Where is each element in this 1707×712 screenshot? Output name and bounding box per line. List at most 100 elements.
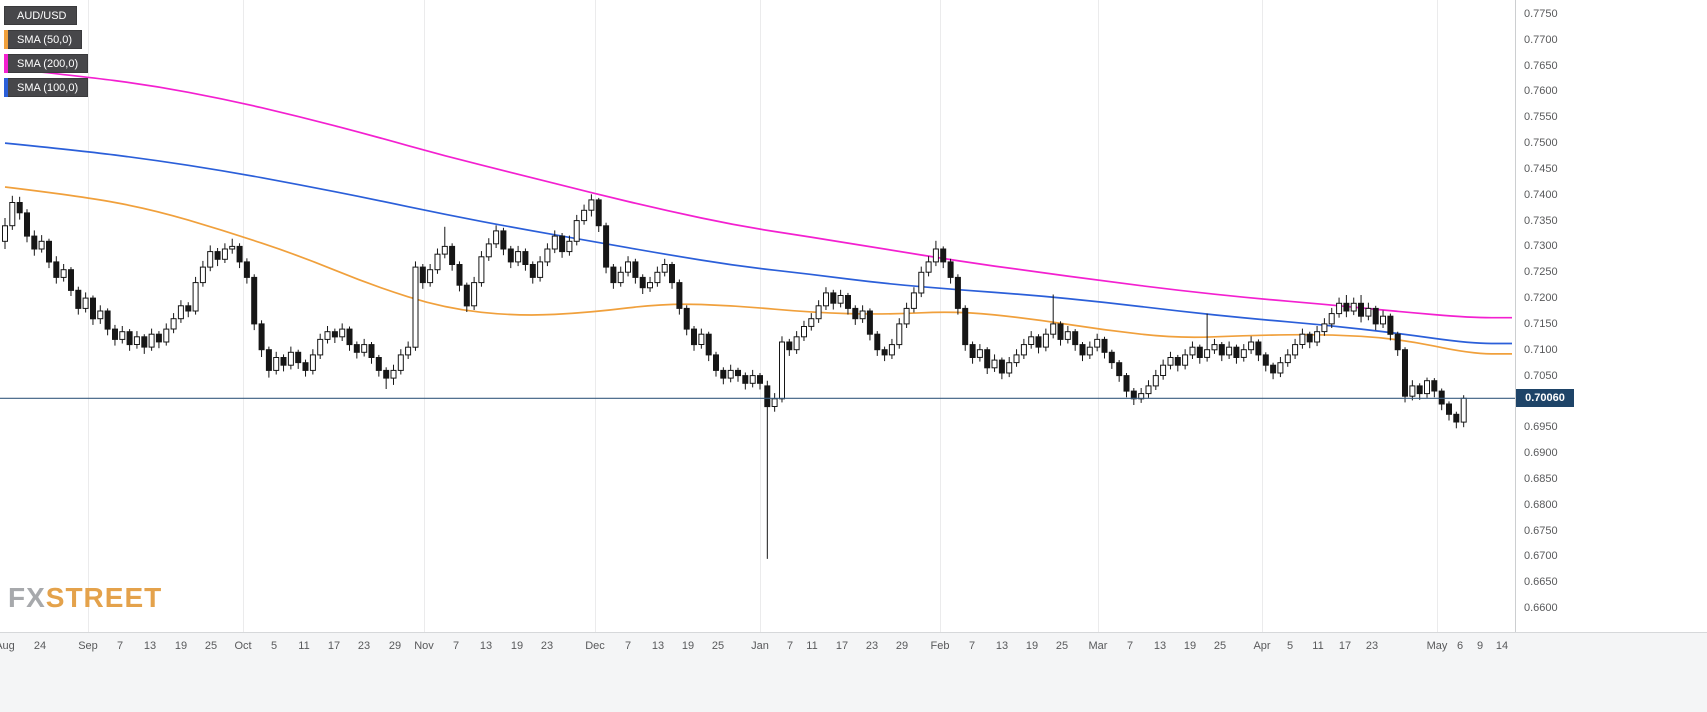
candle bbox=[1211, 338, 1218, 354]
candle bbox=[449, 243, 456, 271]
candle bbox=[823, 287, 829, 310]
time-label: 23 bbox=[1365, 640, 1379, 652]
candle bbox=[441, 226, 448, 259]
candle bbox=[1064, 326, 1071, 344]
candle bbox=[918, 266, 925, 298]
candle bbox=[1130, 388, 1137, 405]
candle bbox=[1431, 378, 1438, 398]
candle bbox=[1424, 377, 1430, 398]
candle bbox=[529, 261, 536, 284]
candle bbox=[647, 276, 653, 292]
candle bbox=[207, 245, 214, 272]
legend-sma50[interactable]: SMA (50,0) bbox=[4, 30, 83, 49]
candle bbox=[500, 227, 507, 256]
candle bbox=[280, 354, 287, 372]
current-price-badge: 0.70060 bbox=[1516, 389, 1574, 408]
time-label-month: May bbox=[1426, 640, 1448, 652]
candle bbox=[815, 300, 822, 323]
time-label: 17 bbox=[1338, 640, 1352, 652]
candle bbox=[573, 214, 580, 246]
candle bbox=[221, 243, 228, 263]
time-label: 7 bbox=[786, 640, 794, 652]
price-tick: 0.6700 bbox=[1524, 550, 1558, 563]
candle bbox=[1079, 342, 1086, 362]
legend: AUD/USD SMA (50,0) SMA (200,0) SMA (100,… bbox=[4, 6, 89, 97]
candle bbox=[1453, 411, 1460, 429]
price-tick: 0.6600 bbox=[1524, 602, 1558, 614]
time-label: 13 bbox=[651, 640, 665, 652]
candle bbox=[1306, 331, 1313, 349]
time-label-month: Aug bbox=[0, 640, 15, 652]
candle bbox=[779, 336, 785, 403]
candle bbox=[859, 305, 866, 323]
candle bbox=[324, 326, 331, 344]
candle bbox=[551, 230, 558, 254]
candle bbox=[317, 333, 324, 359]
candle bbox=[493, 225, 500, 248]
time-label-month: Mar bbox=[1088, 640, 1108, 652]
time-label: 6 bbox=[1456, 640, 1464, 652]
candle bbox=[1255, 339, 1262, 362]
time-label: 19 bbox=[1183, 640, 1197, 652]
candle bbox=[1394, 331, 1401, 356]
candle bbox=[910, 287, 917, 313]
candle bbox=[515, 245, 522, 267]
sma50-label: SMA (50,0) bbox=[17, 33, 73, 46]
legend-sma200[interactable]: SMA (200,0) bbox=[4, 54, 89, 73]
candle bbox=[1035, 334, 1042, 354]
candle bbox=[133, 331, 140, 349]
candle bbox=[53, 256, 60, 284]
sma100-label: SMA (100,0) bbox=[17, 81, 79, 94]
sma200-color-swatch bbox=[4, 54, 8, 73]
time-axis[interactable]: Aug 24 Sep 7 13 19 25 Oct 5 11 17 23 29 Nov 7 13 19 23 Dec… bbox=[0, 632, 1707, 712]
candle bbox=[1152, 369, 1159, 390]
sma-200-line bbox=[4, 67, 1512, 319]
candle bbox=[1138, 388, 1145, 403]
candle bbox=[1145, 380, 1152, 398]
candle bbox=[104, 308, 111, 336]
candle bbox=[691, 326, 697, 351]
candle bbox=[1160, 359, 1167, 380]
time-label-month: Feb bbox=[930, 640, 950, 652]
candle bbox=[463, 282, 470, 312]
candle bbox=[771, 393, 778, 412]
candle bbox=[764, 380, 771, 559]
candle bbox=[808, 313, 815, 331]
candle bbox=[991, 354, 998, 372]
legend-sma100[interactable]: SMA (100,0) bbox=[4, 78, 89, 97]
candle bbox=[112, 324, 118, 346]
price-chart[interactable] bbox=[0, 0, 1515, 632]
price-tick: 0.7400 bbox=[1524, 188, 1558, 201]
candle bbox=[170, 313, 177, 334]
candle bbox=[603, 222, 610, 274]
fxstreet-logo-fx: FX bbox=[8, 582, 46, 613]
candle bbox=[478, 251, 485, 287]
time-label: 13 bbox=[143, 640, 157, 652]
time-label: 17 bbox=[327, 640, 341, 652]
candle bbox=[1233, 344, 1240, 364]
candle bbox=[1460, 395, 1467, 428]
candle bbox=[932, 240, 939, 267]
candle bbox=[566, 235, 573, 256]
candle bbox=[236, 243, 243, 269]
candle bbox=[1123, 373, 1130, 398]
time-label-month: Dec bbox=[585, 640, 605, 652]
price-axis[interactable]: 0.70060 0.7750 0.7700 0.7650 0.7600 0.7550 0.… bbox=[1515, 0, 1707, 632]
candle bbox=[559, 233, 566, 258]
candle bbox=[1108, 349, 1115, 369]
candle bbox=[1006, 357, 1013, 378]
price-tick: 0.6650 bbox=[1524, 576, 1558, 589]
symbol-badge[interactable]: AUD/USD bbox=[4, 6, 77, 25]
candle bbox=[126, 329, 133, 351]
time-label: 25 bbox=[204, 640, 218, 652]
price-tick: 0.7600 bbox=[1524, 85, 1558, 98]
candle bbox=[705, 331, 712, 362]
candle bbox=[97, 305, 104, 324]
candle bbox=[251, 274, 258, 331]
candle bbox=[544, 243, 551, 267]
candle bbox=[1365, 302, 1372, 321]
candle bbox=[713, 351, 719, 377]
candle bbox=[507, 245, 514, 269]
time-label: 25 bbox=[1055, 640, 1069, 652]
candle bbox=[976, 344, 983, 362]
